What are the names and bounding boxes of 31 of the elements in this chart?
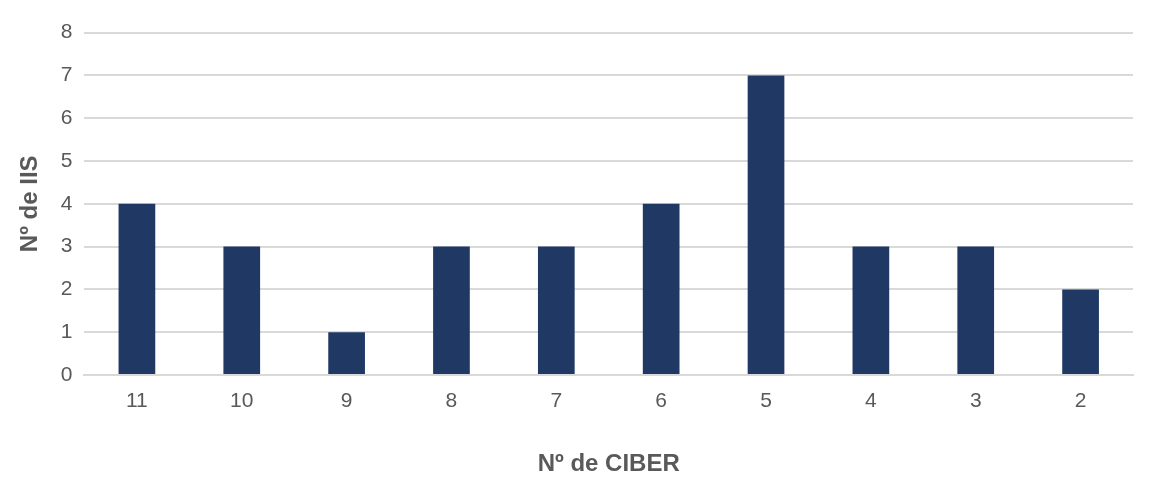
y-tick-label: 0 <box>60 361 73 385</box>
y-tick-label: 8 <box>60 19 73 43</box>
bar <box>957 246 995 374</box>
x-axis-title: Nº de CIBER <box>537 449 680 477</box>
y-tick-label: 2 <box>60 276 73 300</box>
x-tick-label: 7 <box>550 388 563 412</box>
y-tick-label: 3 <box>60 233 73 257</box>
bar <box>747 75 785 374</box>
bar <box>1062 289 1099 374</box>
x-tick-label: 8 <box>445 388 458 412</box>
x-tick-label: 3 <box>969 388 982 412</box>
x-tick-label: 9 <box>340 388 353 412</box>
y-tick-label: 5 <box>60 147 73 171</box>
bar <box>433 246 470 374</box>
y-tick-label: 4 <box>60 190 73 214</box>
y-tick-label: 6 <box>60 105 73 128</box>
bar <box>118 203 156 374</box>
bar <box>642 203 680 374</box>
x-tick-label: 6 <box>655 388 668 412</box>
x-tick-label: 5 <box>760 388 772 412</box>
y-axis-title: Nº de IIS <box>15 155 43 253</box>
x-tick-label: 10 <box>230 388 254 412</box>
x-tick-label: 4 <box>865 388 878 412</box>
bar <box>328 332 365 374</box>
bar <box>223 246 261 374</box>
y-tick-label: 7 <box>60 62 73 86</box>
x-tick-label: 2 <box>1074 388 1087 412</box>
bar <box>852 246 890 374</box>
x-tick-label: 11 <box>126 388 148 412</box>
y-tick-label: 1 <box>60 319 73 342</box>
bar <box>537 246 575 374</box>
